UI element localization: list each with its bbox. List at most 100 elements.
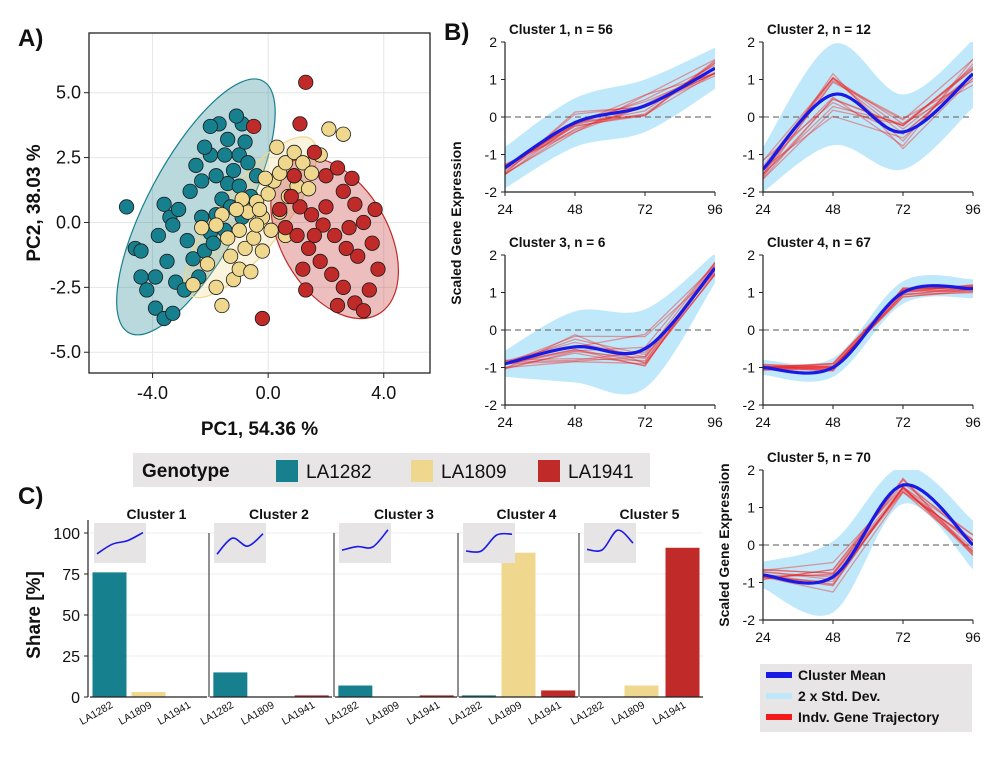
trajectory-y-tick-label: -2 [743, 397, 756, 413]
pca-point-LA1809 [257, 170, 273, 186]
trajectory-legend-box [760, 664, 972, 732]
trajectory-x-tick-label: 24 [497, 201, 513, 217]
pca-point-LA1809 [228, 201, 244, 218]
share-bar-LA1941 [419, 695, 454, 697]
cluster-trajectory-title: Cluster 2, n = 12 [767, 22, 871, 37]
gene-trajectory [505, 273, 715, 370]
share-y-tick-label: 75 [62, 567, 80, 584]
pca-point-LA1941 [329, 160, 346, 176]
trajectory-y-tick-label: 0 [489, 109, 497, 125]
gene-trajectory [505, 73, 715, 176]
sd-band [505, 47, 715, 189]
cluster-mean-line [763, 483, 973, 585]
pca-point-LA1941 [286, 168, 302, 184]
trajectory-y-tick-label: 1 [489, 285, 497, 301]
pca-point-LA1809 [254, 243, 270, 259]
trajectory-legend: Cluster Mean 2 x Std. Dev. Indv. Gene Traj… [760, 664, 972, 732]
pca-point-LA1282 [147, 300, 164, 316]
pca-point-LA1809 [303, 165, 320, 181]
gene-trajectory [763, 486, 973, 585]
trajectory-y-tick-label: 0 [747, 109, 755, 125]
trajectory-y-tick-label: -2 [743, 184, 756, 200]
pca-point-LA1941 [327, 227, 343, 244]
gene-trajectory [763, 287, 973, 369]
pca-data-area [116, 74, 400, 336]
gene-trajectory [763, 487, 973, 583]
pca-frame [88, 32, 431, 374]
pca-point-LA1282 [225, 162, 242, 179]
pca-point-LA1941 [315, 217, 331, 233]
pca-point-LA1941 [355, 303, 372, 319]
pca-point-LA1941 [298, 74, 314, 90]
trajectory-x-tick-label: 72 [637, 414, 653, 430]
pca-point-LA1941 [361, 282, 377, 298]
pca-point-LA1941 [292, 116, 308, 132]
pca-point-LA1809 [208, 217, 224, 233]
pca-point-LA1941 [329, 297, 346, 314]
pca-point-LA1941 [324, 266, 340, 282]
gene-trajectory [763, 488, 973, 578]
share-bar-LA1282 [338, 685, 373, 697]
pca-point-LA1282 [133, 269, 149, 285]
share-bar-LA1941 [541, 690, 576, 697]
pca-point-LA1282 [237, 134, 253, 150]
gene-trajectory [763, 69, 973, 162]
pca-point-LA1282 [170, 201, 187, 218]
pca-point-LA1941 [335, 279, 351, 295]
pca-point-LA1282 [179, 233, 195, 249]
cluster-profile-inset [339, 523, 391, 563]
trajectory-x-tick-label: 96 [707, 201, 723, 217]
cluster-mean-line [763, 72, 973, 171]
trajectory-y-tick-label: 2 [747, 34, 755, 50]
pca-point-LA1809 [335, 126, 351, 142]
gene-trajectory [505, 274, 715, 362]
pca-point-LA1809 [223, 248, 239, 264]
pca-point-LA1941 [312, 253, 328, 269]
trajectory-y-tick-label: -1 [485, 360, 498, 376]
pca-point-LA1282 [220, 131, 236, 148]
pca-point-LA1282 [240, 155, 256, 171]
trajectory-x-tick-label: 24 [755, 201, 771, 217]
trajectory-x-tick-label: 24 [755, 414, 771, 430]
share-panel-title: Cluster 2 [249, 506, 309, 522]
pca-point-LA1809 [277, 155, 294, 171]
share-bar-LA1282 [461, 695, 496, 697]
trajectory-x-tick-label: 48 [825, 629, 841, 645]
share-bar-LA1809 [501, 552, 536, 697]
cluster-mean-line [505, 267, 715, 366]
share-bar-LA1941 [665, 547, 700, 697]
pca-point-LA1941 [350, 248, 366, 264]
pca-point-LA1941 [292, 199, 308, 215]
gene-trajectory [763, 80, 973, 178]
pca-point-LA1809 [295, 155, 311, 171]
panel-label-c: C) [18, 483, 43, 510]
pca-point-LA1282 [185, 251, 201, 267]
pca-point-LA1282 [188, 157, 204, 173]
share-y-tick-label: 25 [62, 649, 80, 666]
pca-point-LA1809 [231, 222, 247, 238]
pca-x-tick-label: 4.0 [371, 383, 396, 403]
pca-point-LA1941 [295, 261, 311, 277]
pca-point-LA1941 [364, 235, 380, 251]
trajectory-y-tick-label: -2 [743, 612, 756, 628]
trajectory-x-tick-label: 96 [707, 414, 723, 430]
pca-y-tick-label: 2.5 [56, 148, 81, 168]
gene-trajectory [763, 486, 973, 575]
pca-point-LA1282 [133, 243, 149, 259]
trajectory-x-tick-label: 48 [825, 414, 841, 430]
trajectory-x-tick-label: 48 [567, 414, 583, 430]
pca-point-LA1941 [289, 227, 305, 244]
genotype-legend-box [133, 453, 650, 487]
trajectory-plots: -2 -1 0 1 2 24 48 72 96 Cluster 1, n = 56 -2 -1 0 1 2 2… [448, 22, 981, 645]
pca-point-LA1941 [367, 201, 383, 218]
pca-point-LA1941 [303, 207, 320, 223]
pca-point-LA1809 [301, 181, 317, 197]
sd-band [763, 470, 973, 616]
pca-point-LA1809 [194, 220, 210, 236]
trajectory-data-area [763, 42, 973, 192]
trajectory-x-tick-label: 48 [567, 201, 583, 217]
cluster-trajectory-title: Cluster 1, n = 56 [509, 22, 613, 37]
pca-point-LA1809 [286, 144, 302, 160]
pca-point-LA1809 [199, 256, 216, 272]
